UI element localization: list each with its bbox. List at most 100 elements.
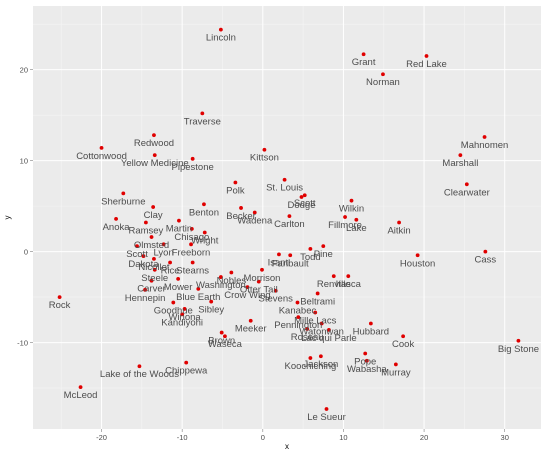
x-axis-ticks: -20 -10 0 10 20 30	[96, 429, 509, 442]
x-tick-label: 30	[501, 433, 509, 442]
data-point	[143, 220, 148, 225]
point-label: McLeod	[64, 390, 98, 401]
data-point	[189, 242, 193, 247]
data-point	[363, 351, 368, 356]
y-axis-ticks: -10 0 10 20	[17, 65, 33, 347]
data-point	[149, 278, 154, 283]
data-point	[343, 215, 347, 219]
data-point	[368, 321, 373, 326]
data-point	[202, 230, 207, 235]
data-point	[152, 133, 156, 138]
point-label: Mille Lacs	[294, 316, 336, 327]
data-point	[135, 244, 139, 249]
data-point	[346, 274, 351, 279]
data-point	[313, 310, 318, 315]
data-point	[229, 270, 234, 275]
data-point	[184, 360, 189, 365]
point-label: Otter Tail	[240, 285, 278, 296]
data-point	[245, 285, 250, 289]
point-label: Becker	[226, 211, 256, 222]
point-label: Cook	[392, 339, 414, 350]
point-label: Freeborn	[172, 247, 211, 258]
point-label: Waseca	[208, 339, 243, 350]
point-label: Pope	[354, 356, 376, 367]
data-point	[209, 299, 214, 304]
point-label: Watonwan	[299, 326, 344, 337]
point-label: Big Stone	[498, 344, 539, 355]
data-point	[182, 307, 187, 311]
point-label: Isanti	[268, 257, 291, 268]
data-point	[277, 252, 281, 257]
data-point	[361, 52, 366, 57]
data-point	[141, 254, 146, 259]
point-label: Aitkin	[387, 226, 410, 237]
point-label: Stevens	[259, 294, 294, 305]
point-label: Anoka	[103, 222, 131, 233]
data-point	[171, 300, 176, 305]
point-label: Lake	[346, 223, 367, 234]
data-point	[151, 205, 156, 209]
data-point	[152, 153, 157, 158]
data-point	[233, 180, 238, 185]
data-point	[190, 260, 195, 265]
point-label: Carver	[137, 284, 166, 295]
point-label: Winona	[168, 312, 201, 323]
data-point	[137, 364, 142, 369]
data-point	[458, 153, 463, 158]
point-label: Itasca	[336, 279, 362, 290]
point-label: Faribault	[272, 258, 309, 269]
point-label: Mower	[164, 282, 193, 293]
data-point	[393, 362, 398, 367]
data-point	[200, 111, 205, 116]
plot-panel	[33, 6, 541, 429]
x-axis-title: x	[285, 442, 289, 451]
data-point	[296, 315, 301, 320]
data-point	[196, 287, 201, 291]
data-point	[149, 235, 154, 239]
data-point	[324, 407, 329, 411]
data-point	[516, 338, 521, 343]
point-label: Wabasha	[347, 364, 387, 375]
data-point	[318, 354, 323, 359]
point-label: Chippewa	[165, 366, 208, 377]
point-label: Rice	[161, 266, 180, 277]
data-point	[189, 226, 194, 231]
point-label: St. Louis	[266, 183, 303, 194]
data-point	[282, 177, 287, 182]
data-point	[260, 267, 264, 272]
data-point	[262, 147, 267, 152]
data-point	[401, 334, 406, 339]
x-tick-label: 0	[261, 433, 265, 442]
point-label: Clay	[144, 210, 163, 221]
point-label: Cass	[475, 255, 497, 266]
data-point	[327, 327, 331, 332]
data-points	[57, 27, 521, 411]
x-tick-label: -20	[96, 433, 107, 442]
point-label: Pennington	[274, 320, 322, 331]
data-point	[354, 217, 359, 222]
point-label: Lac qui Parle	[301, 333, 356, 344]
point-label: Hennepin	[125, 293, 166, 304]
point-label: Rock	[49, 300, 71, 311]
data-point	[483, 249, 488, 254]
data-point	[256, 279, 261, 284]
point-label: Yellow Medicine	[121, 158, 189, 169]
y-tick-label: 10	[20, 156, 28, 165]
point-label: Kittson	[250, 153, 279, 164]
data-point	[99, 146, 104, 150]
data-point	[349, 198, 354, 203]
point-label: Brown	[208, 336, 235, 347]
y-tick-label: 20	[20, 65, 28, 74]
data-point	[78, 385, 83, 390]
point-label: Beltrami	[300, 296, 335, 307]
point-label: Steele	[141, 273, 168, 284]
data-point	[287, 214, 292, 219]
grid-minor	[33, 6, 541, 429]
data-point	[239, 206, 243, 210]
point-label: Scott	[294, 198, 316, 209]
data-point	[176, 277, 181, 281]
point-label: Pine	[314, 249, 333, 260]
point-label: Houston	[400, 258, 435, 269]
point-label: Scott	[126, 249, 148, 260]
